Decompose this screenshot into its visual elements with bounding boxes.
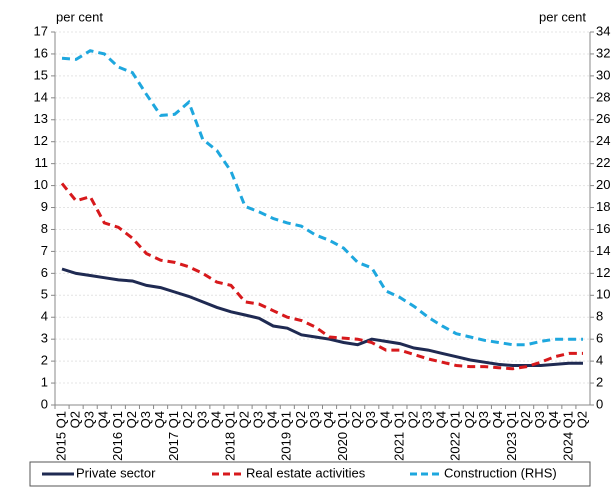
y2-tick-label: 26 (596, 111, 610, 126)
y-tick-label: 8 (41, 221, 48, 236)
y2-tick-label: 28 (596, 89, 610, 104)
y2-tick-label: 2 (596, 374, 603, 389)
x-tick-label: Q3 (82, 411, 97, 428)
y-tick-label: 7 (41, 243, 48, 258)
y-tick-label: 17 (34, 23, 48, 38)
x-tick-label: Q3 (420, 411, 435, 428)
y2-tick-label: 0 (596, 396, 603, 411)
x-tick-label: Q2 (68, 411, 83, 428)
x-tick-label: Q2 (124, 411, 139, 428)
y2-tick-label: 18 (596, 199, 610, 214)
y-tick-label: 4 (41, 309, 48, 324)
series-line (61, 267, 583, 367)
y-tick-label: 0 (41, 396, 48, 411)
x-tick-label: Q2 (518, 411, 533, 428)
x-tick-label: 2023 Q1 (504, 411, 519, 461)
x-tick-label: Q3 (138, 411, 153, 428)
legend-label: Real estate activities (246, 465, 366, 480)
x-tick-label: Q3 (194, 411, 209, 428)
y-tick-label: 6 (41, 265, 48, 280)
y-tick-label: 12 (34, 133, 48, 148)
x-tick-label: Q3 (251, 411, 266, 428)
y-tick-label: 3 (41, 331, 48, 346)
y2-tick-label: 12 (596, 265, 610, 280)
x-tick-label: Q3 (307, 411, 322, 428)
x-tick-label: 2015 Q1 (53, 411, 68, 461)
x-tick-label: Q2 (237, 411, 252, 428)
x-tick-label: Q4 (377, 411, 392, 428)
x-tick-label: Q4 (208, 411, 223, 428)
y-tick-label: 14 (34, 89, 48, 104)
x-tick-label: Q2 (462, 411, 477, 428)
x-tick-label: Q2 (574, 411, 589, 428)
y-tick-label: 11 (35, 155, 49, 170)
x-tick-label: Q2 (349, 411, 364, 428)
x-tick-label: 2020 Q1 (335, 411, 350, 461)
x-tick-label: Q3 (476, 411, 491, 428)
y2-tick-label: 24 (596, 133, 610, 148)
y-tick-label: 15 (34, 67, 48, 82)
legend-label: Private sector (76, 465, 156, 480)
y2-tick-label: 6 (596, 331, 603, 346)
x-tick-label: 2022 Q1 (448, 411, 463, 461)
y2-tick-label: 14 (596, 243, 610, 258)
x-tick-label: Q3 (363, 411, 378, 428)
x-tick-label: 2016 Q1 (110, 411, 125, 461)
legend-box (29, 461, 591, 487)
series-line (61, 49, 583, 347)
x-tick-label: Q3 (532, 411, 547, 428)
x-tick-label: 2018 Q1 (222, 411, 237, 461)
x-tick-label: Q2 (180, 411, 195, 428)
x-tick-label: Q2 (293, 411, 308, 428)
x-tick-label: Q4 (265, 411, 280, 428)
y2-tick-label: 4 (596, 353, 603, 368)
y-tick-label: 1 (41, 374, 48, 389)
x-tick-label: Q2 (405, 411, 420, 428)
y-tick-label: 16 (34, 45, 48, 60)
y2-tick-label: 16 (596, 221, 610, 236)
y-tick-label: 10 (34, 177, 48, 192)
x-tick-label: Q4 (546, 411, 561, 428)
y-tick-label: 13 (34, 111, 48, 126)
y-tick-label: 9 (41, 199, 48, 214)
y-axis-label: per cent (56, 9, 103, 24)
x-tick-label: Q4 (490, 411, 505, 428)
y2-tick-label: 8 (596, 309, 603, 324)
y2-tick-label: 22 (596, 155, 610, 170)
y-tick-label: 5 (41, 287, 48, 302)
y2-tick-label: 20 (596, 177, 610, 192)
x-tick-label: Q4 (434, 411, 449, 428)
series-line (60, 182, 583, 371)
x-tick-label: 2021 Q1 (391, 411, 406, 461)
x-tick-label: Q4 (96, 411, 111, 428)
x-tick-label: 2024 Q1 (560, 411, 575, 461)
legend-label: Construction (RHS) (444, 465, 557, 480)
y2-tick-label: 30 (596, 67, 610, 82)
x-tick-label: Q4 (321, 411, 336, 428)
y2-axis-label: per cent (539, 9, 586, 24)
x-tick-label: Q4 (152, 411, 167, 428)
x-tick-label: 2017 Q1 (166, 411, 181, 461)
y2-tick-label: 10 (596, 287, 610, 302)
y2-tick-label: 34 (596, 23, 610, 38)
y2-tick-label: 32 (596, 45, 610, 60)
x-tick-label: 2019 Q1 (279, 411, 294, 461)
y-tick-label: 2 (41, 353, 48, 368)
